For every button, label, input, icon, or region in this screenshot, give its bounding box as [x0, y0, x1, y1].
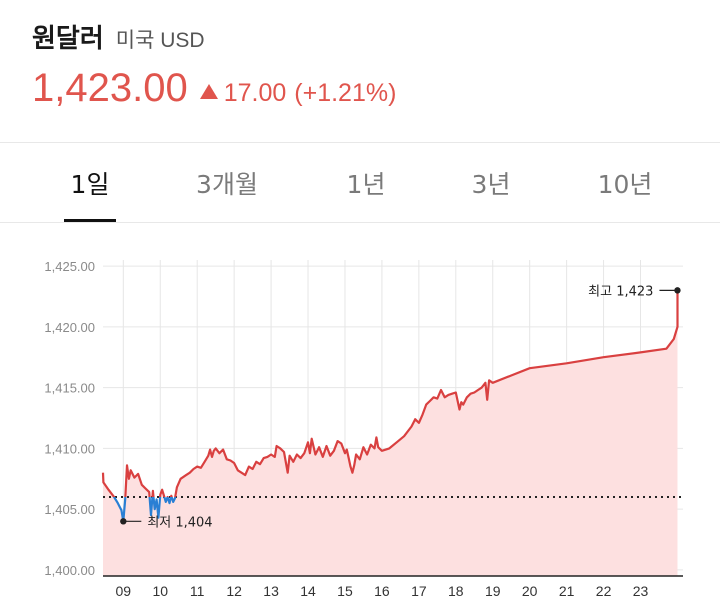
x-tick-label: 22 [596, 583, 612, 599]
x-tick-label: 17 [411, 583, 427, 599]
x-tick-label: 09 [116, 583, 132, 599]
x-tick-label: 15 [337, 583, 353, 599]
x-axis-ticks: 09 10 11 12 13 14 15 16 17 18 19 20 21 22 23 [116, 583, 649, 599]
tab-10-years[interactable]: 10년 [597, 170, 653, 199]
active-tab-indicator [64, 219, 116, 222]
min-marker-dot [120, 518, 127, 525]
currency-title: 원달러 [32, 24, 104, 54]
max-marker-label: 최고 1,423 [588, 284, 653, 299]
price-row: 1,423.00 17.00 (+1.21%) [32, 66, 692, 111]
x-tick-label: 19 [485, 583, 501, 599]
price-area-fill [103, 290, 678, 576]
tab-1-day[interactable]: 1일 [70, 170, 110, 199]
y-axis-ticks: 1,400.00 1,405.00 1,410.00 1,415.00 1,420.00… [44, 259, 95, 578]
divider-top [0, 142, 720, 143]
x-tick-label: 10 [152, 583, 168, 599]
x-tick-label: 18 [448, 583, 464, 599]
x-tick-label: 11 [190, 583, 205, 599]
divider-bottom [0, 222, 720, 223]
price-line-above-baseline [101, 290, 679, 497]
tab-3-years[interactable]: 3년 [471, 170, 511, 199]
y-tick-label: 1,415.00 [44, 381, 95, 396]
x-tick-label: 12 [226, 583, 242, 599]
y-tick-label: 1,425.00 [44, 259, 95, 274]
x-tick-label: 21 [559, 583, 575, 599]
y-tick-label: 1,405.00 [44, 502, 95, 517]
y-tick-label: 1,420.00 [44, 320, 95, 335]
currency-subtitle: 미국 USD [115, 29, 205, 52]
x-tick-label: 13 [263, 583, 279, 599]
x-tick-label: 14 [300, 583, 316, 599]
up-arrow-icon [199, 84, 218, 99]
min-marker-label: 최저 1,404 [147, 515, 212, 530]
change-amount: 17.00 [223, 79, 287, 107]
tab-1-year[interactable]: 1년 [346, 170, 386, 199]
title-row: 원달러 미국 USD [32, 18, 692, 58]
exchange-rate-chart: 1,400.00 1,405.00 1,410.00 1,415.00 1,420.00… [44, 259, 683, 599]
price-change: 17.00 (+1.21%) [199, 79, 397, 108]
y-tick-label: 1,410.00 [44, 441, 95, 456]
y-tick-label: 1,400.00 [44, 563, 95, 578]
x-tick-label: 20 [522, 583, 538, 599]
x-tick-label: 23 [633, 583, 649, 599]
header: 원달러 미국 USD 1,423.00 17.00 (+1.21%) [32, 18, 692, 111]
current-price: 1,423.00 [32, 66, 188, 110]
period-tabs: 1일 3개월 1년 3년 10년 [0, 146, 720, 222]
x-tick-label: 16 [374, 583, 390, 599]
tab-3-months[interactable]: 3개월 [196, 170, 258, 199]
max-marker-dot [674, 287, 681, 294]
change-percent: (+1.21%) [294, 79, 397, 107]
